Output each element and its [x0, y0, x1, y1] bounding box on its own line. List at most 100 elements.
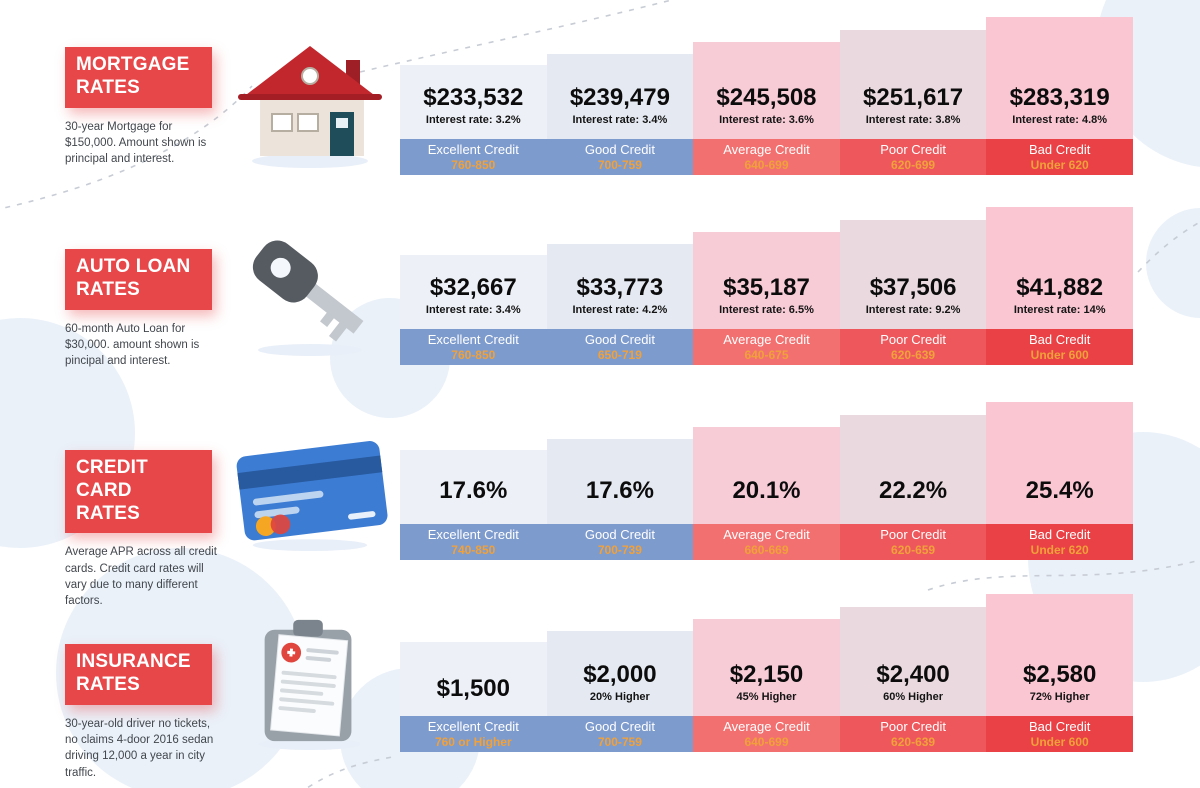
title-line: INSURANCE — [76, 651, 191, 672]
tier-label: Poor Credit — [880, 719, 946, 734]
tier-label: Good Credit — [584, 332, 655, 347]
tier-range: 650-719 — [597, 348, 642, 362]
credit-tier-column: $245,508 Interest rate: 3.6% Average Cre… — [693, 42, 840, 175]
rate-subtext: Interest rate: 3.2% — [425, 114, 521, 126]
rate-block: 25.4% — [986, 402, 1133, 524]
tier-range: 620-699 — [891, 158, 936, 172]
title-line: RATES — [76, 673, 140, 695]
rate-value: $2,150 — [729, 661, 804, 688]
rate-subtext: 60% Higher — [883, 691, 944, 703]
rate-block: 17.6% — [546, 439, 694, 524]
rate-value: $2,000 — [583, 661, 657, 688]
section-title: AUTO LOAN RATES — [65, 249, 212, 310]
credit-tier-column: 25.4% Bad Credit Under 620 — [986, 402, 1133, 560]
section-info: MORTGAGE RATES 30-year Mortgage for $150… — [65, 47, 223, 168]
section-description: 30-year-old driver no tickets, no claims… — [65, 717, 214, 779]
rate-block: $2,150 45% Higher — [693, 619, 840, 716]
tier-range: 760-850 — [451, 348, 496, 362]
rate-value: 17.6% — [439, 477, 508, 504]
tier-range: 640-699 — [744, 735, 789, 749]
rate-value: $33,773 — [576, 274, 664, 301]
rate-subtext: Interest rate: 3.4% — [572, 114, 668, 126]
credit-tier-column: $2,000 20% Higher Good Credit 700-759 — [546, 631, 694, 752]
credit-tier-column: 20.1% Average Credit 660-669 — [693, 427, 840, 560]
rate-subtext: Interest rate: 14% — [1013, 304, 1106, 316]
section-title: INSURANCE RATES — [65, 644, 212, 705]
credit-tier-column: $283,319 Interest rate: 4.8% Bad Credit … — [986, 17, 1133, 175]
credit-tier-column: $2,580 72% Higher Bad Credit Under 600 — [986, 594, 1133, 752]
credit-tier-column: $233,532 Interest rate: 3.2% Excellent C… — [400, 65, 547, 175]
house-icon — [226, 27, 394, 177]
rate-value: $251,617 — [863, 84, 964, 111]
tier-label: Average Credit — [723, 527, 810, 542]
tier-range: Under 600 — [1030, 735, 1089, 749]
tier-band: Average Credit 660-669 — [693, 524, 840, 560]
credit-tier-column: $33,773 Interest rate: 4.2% Good Credit … — [546, 244, 694, 365]
rate-subtext: Interest rate: 4.8% — [1012, 114, 1108, 126]
clipboard-icon — [226, 604, 394, 754]
rate-value: 22.2% — [879, 477, 948, 504]
tier-band: Bad Credit Under 600 — [986, 329, 1133, 365]
tier-band: Average Credit 640-699 — [693, 716, 840, 752]
rate-value: $283,319 — [1009, 84, 1110, 111]
tier-label: Good Credit — [584, 142, 655, 157]
rate-value: $233,532 — [423, 84, 524, 111]
rate-value: $2,400 — [876, 661, 950, 688]
rate-value: $35,187 — [723, 274, 810, 301]
credit-tier-column: $41,882 Interest rate: 14% Bad Credit Un… — [986, 207, 1133, 365]
tier-band: Poor Credit 620-659 — [839, 524, 987, 560]
tier-band: Bad Credit Under 600 — [986, 716, 1133, 752]
tier-label: Bad Credit — [1028, 527, 1091, 542]
tier-label: Excellent Credit — [427, 142, 519, 157]
rate-value: 20.1% — [732, 477, 801, 504]
tier-label: Poor Credit — [880, 527, 946, 542]
rate-value: 25.4% — [1025, 477, 1094, 504]
title-line: RATES — [76, 278, 140, 300]
tier-band: Good Credit 700-739 — [546, 524, 694, 560]
title-line: RATES — [76, 76, 140, 98]
tier-range: 620-639 — [891, 348, 936, 362]
rate-value: $41,882 — [1016, 274, 1104, 301]
tier-band: Bad Credit Under 620 — [986, 524, 1133, 560]
tier-label: Good Credit — [584, 719, 655, 734]
tier-label: Excellent Credit — [427, 527, 519, 542]
section-info: INSURANCE RATES 30-year-old driver no ti… — [65, 644, 223, 781]
rate-block: $245,508 Interest rate: 3.6% — [693, 42, 840, 139]
tier-band: Excellent Credit 760 or Higher — [400, 716, 547, 752]
tier-label: Average Credit — [723, 142, 810, 157]
rate-value: $245,508 — [716, 84, 817, 111]
credit-tier-column: 22.2% Poor Credit 620-659 — [839, 415, 987, 560]
tier-range: 700-759 — [597, 735, 642, 749]
tier-band: Poor Credit 620-639 — [839, 329, 987, 365]
title-line: RATES — [76, 502, 140, 524]
tier-band: Poor Credit 620-699 — [839, 139, 987, 175]
rate-block: $32,667 Interest rate: 3.4% — [400, 255, 547, 329]
tier-range: 660-669 — [744, 543, 789, 557]
rate-subtext: 72% Higher — [1029, 691, 1090, 703]
credit-card-icon — [226, 412, 394, 562]
tier-band: Good Credit 700-759 — [546, 716, 694, 752]
tier-range: 740-850 — [451, 543, 496, 557]
tier-band: Average Credit 640-675 — [693, 329, 840, 365]
credit-tier-column: $37,506 Interest rate: 9.2% Poor Credit … — [839, 220, 987, 365]
section-insurance-rates: INSURANCE RATES 30-year-old driver no ti… — [0, 594, 1200, 779]
tier-range: 700-759 — [597, 158, 642, 172]
rate-subtext: Interest rate: 4.2% — [572, 304, 668, 316]
tier-label: Bad Credit — [1028, 332, 1091, 347]
credit-tier-column: 17.6% Good Credit 700-739 — [546, 439, 694, 560]
rate-subtext: 20% Higher — [589, 691, 650, 703]
tier-band: Excellent Credit 760-850 — [400, 139, 547, 175]
credit-tier-column: $2,400 60% Higher Poor Credit 620-639 — [839, 607, 987, 752]
tier-range: 760 or Higher — [434, 735, 512, 749]
rate-value: $2,580 — [1022, 661, 1097, 688]
rate-subtext: Interest rate: 6.5% — [719, 304, 814, 316]
tier-label: Bad Credit — [1028, 142, 1091, 157]
section-credit-card-rates: CREDIT CARD RATES Average APR across all… — [0, 402, 1200, 607]
credit-tier-column: $1,500 Excellent Credit 760 or Higher — [400, 642, 547, 752]
rate-value: 17.6% — [585, 477, 654, 504]
title-line: CREDIT CARD — [76, 457, 148, 501]
rate-block: $35,187 Interest rate: 6.5% — [693, 232, 840, 329]
section-description: 30-year Mortgage for $150,000. Amount sh… — [65, 120, 207, 166]
tier-band: Poor Credit 620-639 — [839, 716, 987, 752]
